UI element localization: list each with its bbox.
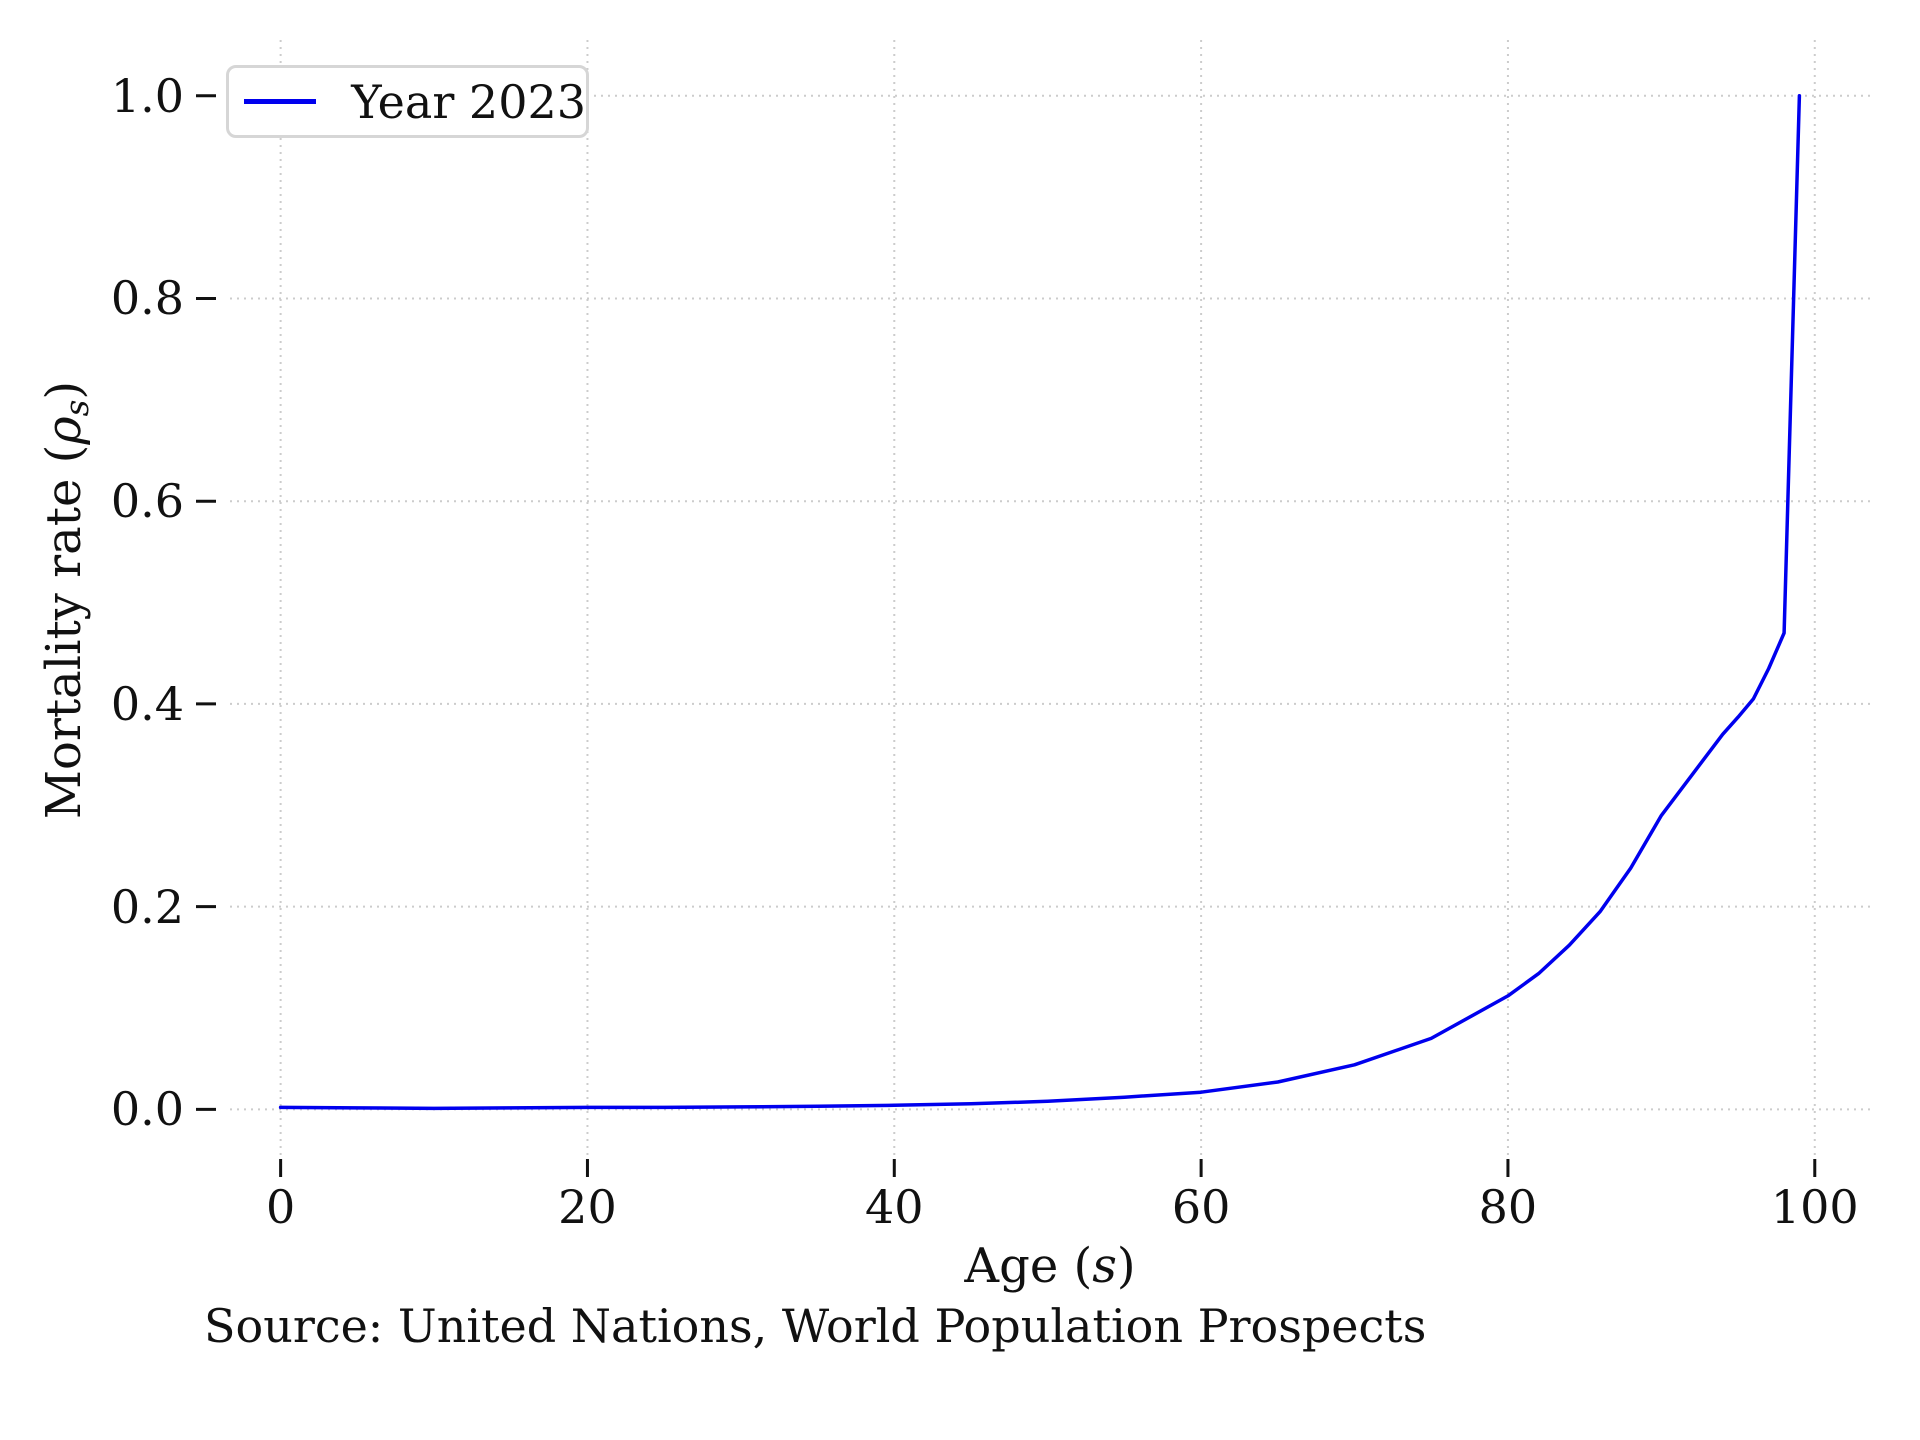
x-axis-label-prefix: Age (: [964, 1238, 1093, 1294]
y-tick-label: 0.2: [110, 879, 184, 934]
x-tick-label: 60: [1171, 1180, 1231, 1234]
y-axis-label-prefix: Mortality rate (: [35, 444, 92, 820]
x-axis-label-suffix: ): [1116, 1238, 1136, 1294]
x-axis-label-variable: s: [1092, 1238, 1117, 1294]
y-axis-label: Mortality rate (ρs): [36, 381, 96, 819]
x-tick-label: 80: [1478, 1180, 1538, 1234]
source-note: Source: United Nations, World Population…: [204, 1299, 1427, 1353]
y-tick-label: 0.4: [110, 676, 184, 731]
legend: Year 2023: [226, 65, 589, 138]
x-tick-label: 20: [558, 1180, 617, 1234]
y-axis-label-subscript: s: [58, 399, 97, 417]
x-axis-label: Age (s): [964, 1238, 1135, 1294]
x-tick-label: 40: [865, 1180, 924, 1234]
x-tick-label: 0: [265, 1180, 296, 1234]
y-tick-label: 0.0: [110, 1082, 184, 1137]
y-axis-label-variable: ρ: [35, 416, 92, 445]
y-axis-label-suffix: ): [35, 380, 92, 400]
y-tick-label: 1.0: [110, 68, 184, 123]
legend-line-swatch: [244, 99, 317, 104]
y-tick-label: 0.8: [110, 271, 184, 326]
y-tick-label: 0.6: [110, 474, 184, 529]
series-line-year-2023: [278, 93, 1802, 1111]
x-tick-label: 100: [1770, 1180, 1859, 1234]
legend-label: Year 2023: [351, 74, 586, 129]
